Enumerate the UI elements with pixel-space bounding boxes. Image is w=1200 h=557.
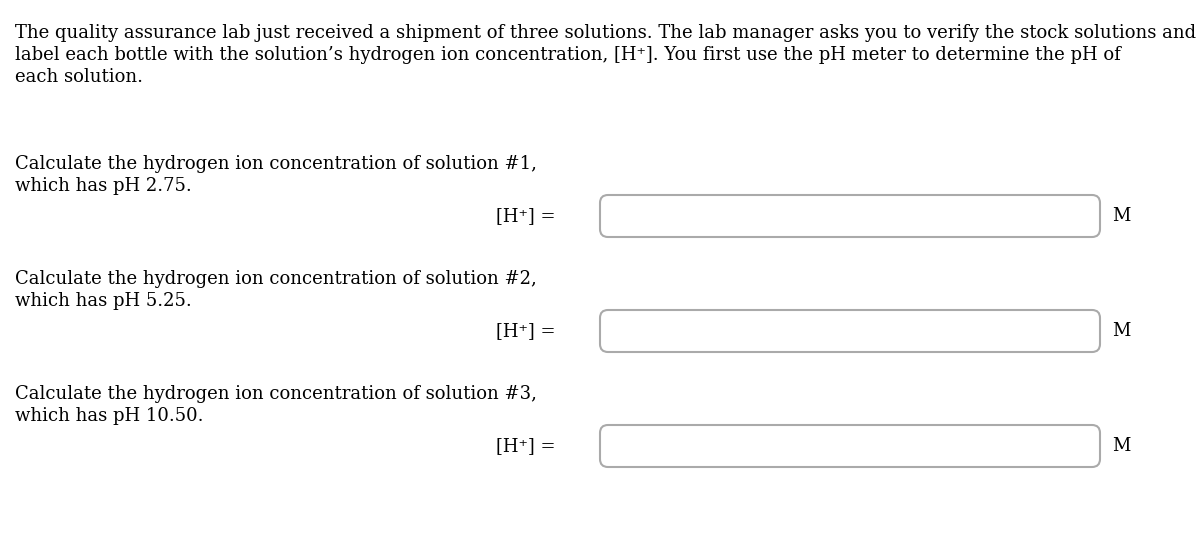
FancyBboxPatch shape: [600, 310, 1100, 352]
Text: Calculate the hydrogen ion concentration of solution #2,: Calculate the hydrogen ion concentration…: [14, 270, 536, 288]
Text: M: M: [1112, 437, 1130, 455]
Text: The quality assurance lab just received a shipment of three solutions. The lab m: The quality assurance lab just received …: [14, 24, 1196, 42]
Text: which has pH 10.50.: which has pH 10.50.: [14, 407, 204, 425]
Text: Calculate the hydrogen ion concentration of solution #3,: Calculate the hydrogen ion concentration…: [14, 385, 536, 403]
FancyBboxPatch shape: [600, 425, 1100, 467]
Text: which has pH 2.75.: which has pH 2.75.: [14, 177, 192, 195]
Text: M: M: [1112, 322, 1130, 340]
Text: [H⁺] =: [H⁺] =: [497, 207, 556, 225]
Text: Calculate the hydrogen ion concentration of solution #1,: Calculate the hydrogen ion concentration…: [14, 155, 536, 173]
Text: which has pH 5.25.: which has pH 5.25.: [14, 292, 192, 310]
Text: [H⁺] =: [H⁺] =: [497, 437, 556, 455]
Text: [H⁺] =: [H⁺] =: [497, 322, 556, 340]
Text: M: M: [1112, 207, 1130, 225]
FancyBboxPatch shape: [600, 195, 1100, 237]
Text: label each bottle with the solution’s hydrogen ion concentration, [H⁺]. You firs: label each bottle with the solution’s hy…: [14, 46, 1121, 64]
Text: each solution.: each solution.: [14, 68, 143, 86]
